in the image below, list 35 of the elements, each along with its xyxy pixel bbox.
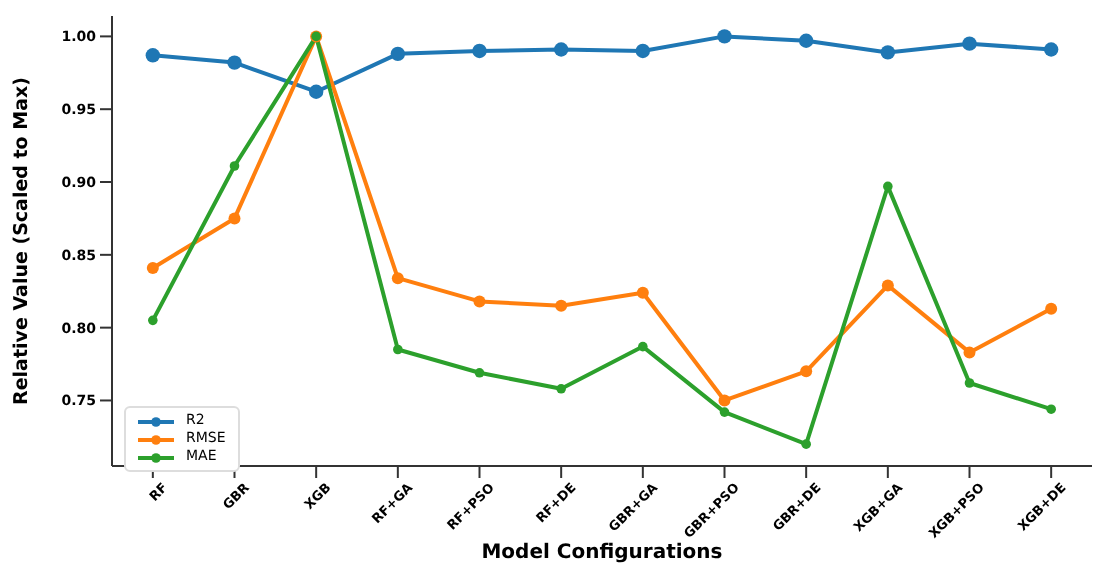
point — [963, 346, 976, 359]
point — [718, 394, 731, 407]
point — [553, 42, 569, 57]
point — [638, 341, 648, 352]
point — [391, 272, 404, 285]
point — [228, 212, 241, 225]
point — [964, 378, 975, 388]
y-axis-title: Relative Value (Scaled to Max) — [10, 77, 33, 405]
point — [474, 368, 485, 378]
point — [800, 365, 813, 378]
point — [635, 43, 651, 59]
point — [880, 45, 896, 60]
point — [393, 344, 403, 355]
point — [473, 295, 486, 308]
point — [145, 48, 161, 63]
point — [1046, 404, 1056, 414]
x-axis-title: Model Configurations — [481, 542, 723, 564]
point — [148, 315, 158, 326]
point — [229, 161, 240, 171]
point — [881, 279, 894, 292]
point — [1045, 302, 1058, 315]
point — [1043, 42, 1059, 57]
point — [636, 286, 649, 299]
point — [308, 84, 324, 99]
point — [556, 384, 566, 394]
point — [717, 29, 732, 44]
point — [555, 299, 568, 312]
point — [962, 36, 977, 51]
point — [719, 407, 730, 417]
point — [146, 261, 159, 274]
point — [798, 33, 814, 48]
point — [472, 43, 487, 59]
point — [390, 46, 406, 62]
point — [801, 439, 811, 449]
point — [227, 55, 242, 70]
